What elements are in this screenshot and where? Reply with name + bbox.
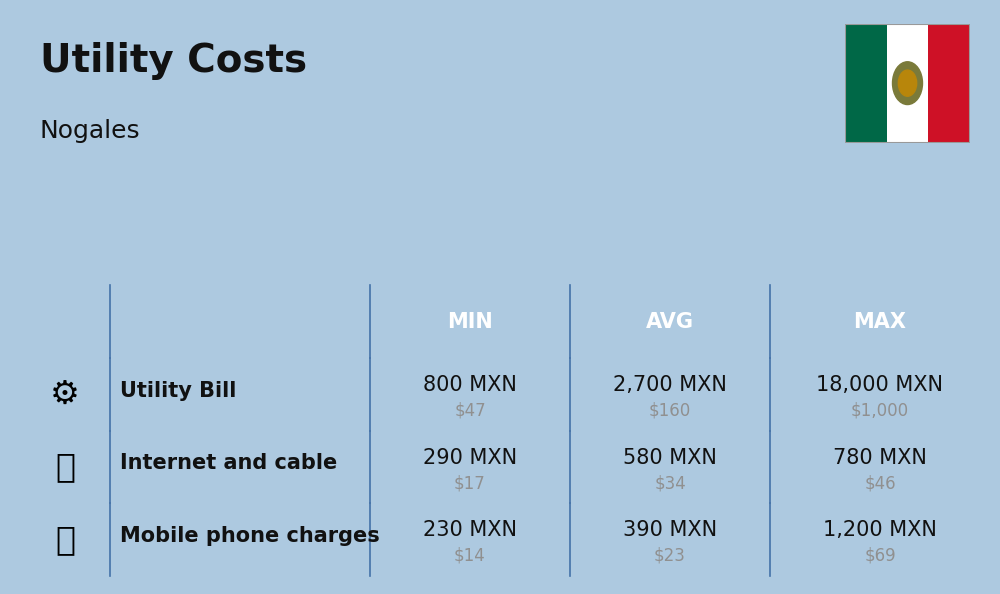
Text: $34: $34 [654,474,686,492]
Text: 290 MXN: 290 MXN [423,447,517,467]
Text: 2,700 MXN: 2,700 MXN [613,375,727,395]
Text: $69: $69 [864,547,896,565]
Text: Nogales: Nogales [40,119,141,143]
Circle shape [898,70,917,96]
Text: Internet and cable: Internet and cable [120,453,337,473]
Text: $160: $160 [649,402,691,419]
Text: Utility Costs: Utility Costs [40,42,307,80]
Text: $47: $47 [454,402,486,419]
Bar [887,24,928,143]
Text: $14: $14 [454,547,486,565]
Text: Utility Bill: Utility Bill [120,381,236,400]
Text: 800 MXN: 800 MXN [423,375,517,395]
Text: 780 MXN: 780 MXN [833,447,927,467]
Text: 1,200 MXN: 1,200 MXN [823,520,937,541]
Text: 230 MXN: 230 MXN [423,520,517,541]
Text: 📱: 📱 [55,523,75,557]
Bar [928,24,970,143]
Text: 580 MXN: 580 MXN [623,447,717,467]
Bar [845,24,887,143]
Text: $1,000: $1,000 [851,402,909,419]
Text: 390 MXN: 390 MXN [623,520,717,541]
Text: ⚙: ⚙ [50,378,80,411]
Text: Mobile phone charges: Mobile phone charges [120,526,380,546]
Circle shape [893,62,922,105]
Text: $46: $46 [864,474,896,492]
Text: $17: $17 [454,474,486,492]
Text: 📡: 📡 [55,450,75,484]
Text: MAX: MAX [854,311,906,331]
Text: AVG: AVG [646,311,694,331]
Text: $23: $23 [654,547,686,565]
Text: MIN: MIN [447,311,493,331]
Text: 18,000 MXN: 18,000 MXN [816,375,944,395]
